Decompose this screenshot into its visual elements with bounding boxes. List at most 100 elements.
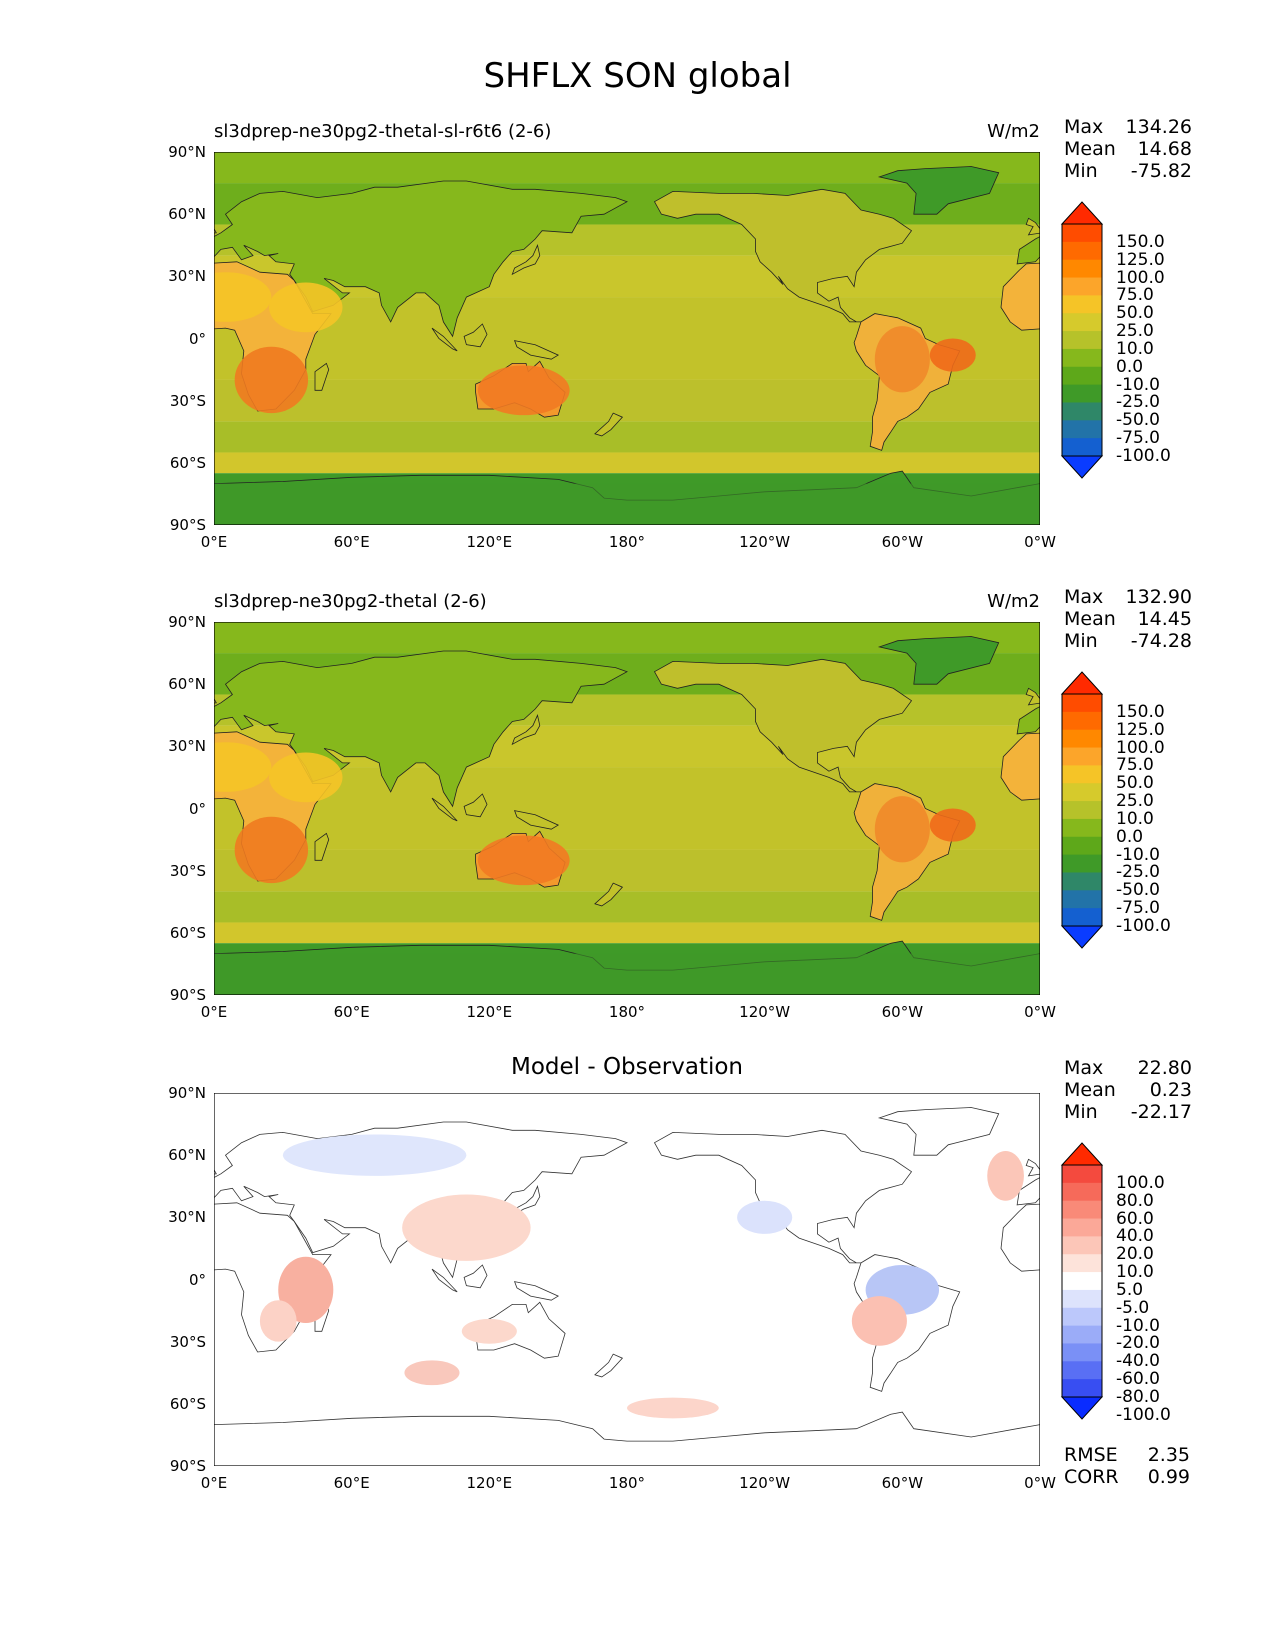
coastline-greenland (877, 1107, 1000, 1156)
lon-tick-label: 180° (608, 1003, 646, 1021)
colorbar-tick-label: 80.0 (1116, 1190, 1154, 1211)
stats-block: Max 22.80 Mean 0.23 Min -22.17 (1064, 1057, 1192, 1123)
lon-tick-label: 120°E (466, 1003, 513, 1021)
lat-tick-label: 0° (188, 329, 206, 348)
coastline-europe_asia (1016, 236, 1040, 265)
stats-block: Max 132.90 Mean 14.45 Min -74.28 (1064, 586, 1192, 652)
stat-label: Max (1064, 116, 1104, 138)
flux-hotspot (477, 365, 570, 416)
colorbar-tick-label: 20.0 (1116, 1244, 1154, 1265)
coastline-australia (475, 1301, 566, 1359)
lon-tick-label: 60°W (881, 1003, 924, 1021)
stats-block: Max 134.26 Mean 14.68 Min -75.82 (1064, 116, 1192, 182)
lon-tick-label: 0°W (1024, 1003, 1056, 1021)
colorbar-tick-label: -50.0 (1116, 410, 1160, 431)
colorbar-segment (1062, 1325, 1102, 1344)
lon-tick-label: 120°W (739, 1474, 791, 1492)
coastline-antarctica (214, 1411, 1040, 1466)
colorbar-segment (1062, 331, 1102, 350)
coastline-north_america (653, 188, 913, 323)
flux-hotspot (214, 742, 272, 792)
lon-tick-label: 60°E (333, 1474, 370, 1492)
colorbar-tick-label: 100.0 (1116, 1172, 1165, 1193)
lat-tick-label: 30°N (168, 737, 206, 756)
coastline-europe_asia (214, 1121, 628, 1279)
colorbar-tick-label: -80.0 (1116, 1387, 1160, 1407)
lat-tick-label: 90°N (168, 1084, 206, 1102)
flux-hotspot (874, 326, 930, 393)
colorbar-segment (1062, 438, 1102, 457)
lat-tick-label: 90°N (168, 143, 206, 161)
colorbar-tick-label: 40.0 (1116, 1226, 1154, 1247)
colorbar-tick-label: -50.0 (1116, 880, 1160, 901)
difference-region (461, 1318, 517, 1344)
metric-label: CORR (1064, 1466, 1119, 1488)
colorbar-segment (1062, 348, 1102, 368)
panel-model-ref: sl3dprep-ne30pg2-thetal (2-6) W/m2 Max 13… (0, 470, 1275, 1020)
lon-tick-label: 120°E (466, 533, 513, 551)
coastline-new_zealand (594, 412, 624, 437)
colorbar-tick-label: -10.0 (1116, 374, 1160, 395)
colorbar-segment (1062, 1343, 1102, 1362)
panel-title: sl3dprep-ne30pg2-thetal-sl-r6t6 (2-6) (214, 121, 552, 142)
lon-tick-label: 60°E (333, 533, 370, 551)
coastline-borneo (463, 323, 488, 348)
coastline-sumatra (431, 1268, 458, 1293)
colorbar-tick-label: -75.0 (1116, 428, 1160, 449)
coastline-new_guinea (513, 810, 560, 830)
colorbar-tick-label: -100.0 (1116, 1404, 1171, 1425)
colorbar-tick-label: 10.0 (1116, 1262, 1154, 1283)
colorbar-segment (1062, 295, 1102, 314)
lon-tick-label: 120°W (739, 1003, 791, 1021)
colorbar-tick-label: 75.0 (1116, 285, 1154, 306)
colorbar-segment (1062, 747, 1102, 766)
flux-hotspot (269, 752, 343, 803)
colorbar-segment (1062, 277, 1102, 296)
metric-corr: 0.99 (1147, 1466, 1190, 1488)
lon-tick-label: 0°E (200, 533, 228, 551)
colorbar-tick-label: 10.0 (1116, 338, 1154, 359)
colorbar-segment (1062, 1218, 1102, 1237)
colorbar-segment (1062, 259, 1102, 279)
panel-model-test: sl3dprep-ne30pg2-thetal-sl-r6t6 (2-6) W/… (0, 0, 1275, 550)
lat-tick-label: 30°N (168, 267, 206, 286)
metrics-block: RMSE 2.35 CORR 0.99 (1064, 1444, 1190, 1488)
colorbar-tick-label: 125.0 (1116, 249, 1165, 270)
lon-tick-label: 120°E (466, 1474, 513, 1492)
coastline-japan (511, 1185, 541, 1217)
coastline-north_america (653, 1129, 913, 1264)
ocean-band (214, 891, 1040, 923)
colorbar-extend-max (1060, 201, 1104, 225)
colorbar-segment (1062, 224, 1102, 243)
coastline-madagascar (314, 832, 330, 861)
difference-region (627, 1397, 719, 1419)
colorbar-segment (1062, 1272, 1102, 1291)
colorbar-tick-label: 60.0 (1116, 1208, 1154, 1229)
stat-mean: 14.45 (1137, 608, 1192, 630)
lat-tick-label: 60°N (168, 675, 206, 694)
colorbar-segment (1062, 384, 1102, 403)
coastline-greenland (877, 636, 1000, 685)
difference-region (259, 1300, 297, 1342)
coastline-europe_asia (1016, 706, 1040, 735)
colorbar-tick-label: 100.0 (1116, 737, 1165, 758)
colorbar-segment (1062, 801, 1102, 820)
coastline-new_guinea (513, 340, 560, 360)
lat-tick-label: 90°S (169, 986, 206, 1004)
colorbar-segment (1062, 1236, 1102, 1255)
colorbar-tick-label: 25.0 (1116, 791, 1154, 812)
colorbar-segment (1062, 729, 1102, 749)
coastline-japan (511, 714, 541, 746)
lat-tick-label: 60°S (169, 1394, 206, 1413)
coastline-africa (1000, 732, 1040, 801)
colorbar-extend-max (1060, 671, 1104, 695)
difference-region (851, 1296, 907, 1346)
colorbar-extend-min (1060, 1396, 1104, 1420)
stat-label: Max (1064, 586, 1104, 608)
lon-tick-label: 60°W (881, 533, 924, 551)
colorbar-tick-label: -10.0 (1116, 1315, 1160, 1336)
lat-tick-label: 30°N (168, 1208, 206, 1227)
flux-hotspot (234, 816, 309, 884)
difference-region (282, 1134, 467, 1176)
colorbar-tick-label: -5.0 (1116, 1297, 1150, 1318)
